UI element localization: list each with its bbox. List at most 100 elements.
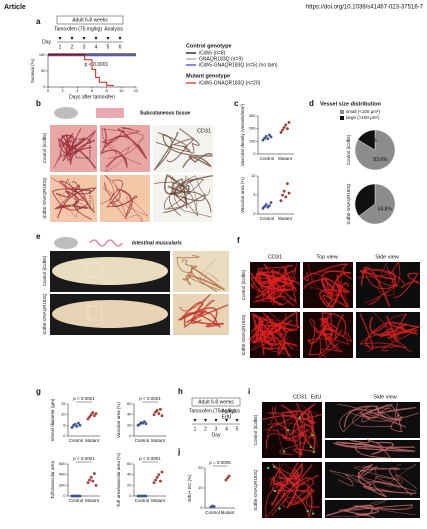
day-title: Day [42, 39, 51, 45]
timeline-title: Adult 6-8 weeks [198, 399, 234, 405]
day-label: 1 [194, 426, 197, 432]
legend-swatch [340, 116, 344, 120]
pie-slice [357, 129, 376, 151]
image [100, 175, 150, 222]
data-point [264, 203, 268, 206]
legend-label: large (>100 µm²) [346, 115, 380, 120]
vessel [176, 254, 221, 291]
data-point [144, 422, 148, 426]
data-point [281, 128, 285, 132]
day-label: 6 [119, 44, 122, 50]
day-label: 2 [204, 426, 207, 432]
vessel [251, 315, 298, 341]
data-point [157, 473, 161, 477]
x-tick-label: 2 [62, 88, 65, 93]
x-tick-label: 10 [119, 88, 124, 93]
p-value: p = 0.0005 [209, 460, 231, 465]
data-point [286, 127, 289, 131]
vessel [360, 266, 406, 290]
stain-label: CD31 [268, 254, 282, 260]
vessel [179, 293, 215, 317]
tissue-label: Intestinal muscularis [132, 240, 182, 246]
y-tick-label: 40 [127, 412, 132, 417]
vessel [250, 263, 297, 292]
data-point [268, 204, 271, 208]
y-tick-label: 0 [129, 493, 132, 498]
category-label: Mutant [278, 156, 293, 161]
y-tick-label: 0 [43, 84, 46, 89]
vessel [181, 258, 218, 293]
timeline-edu: EdU [222, 414, 232, 420]
data-point [89, 413, 93, 417]
data-point [73, 422, 77, 426]
tissue [52, 300, 168, 328]
data-point [86, 417, 90, 421]
p-value: p < 0.0001 [139, 456, 161, 461]
data-point [94, 483, 98, 487]
arrow [70, 37, 74, 40]
vessel [255, 321, 292, 358]
vessel [155, 128, 200, 154]
y-tick-label: 400 [59, 472, 66, 477]
y-tick-label: 60 [127, 401, 132, 406]
data-point [266, 137, 270, 141]
category-label: Control [135, 438, 150, 443]
day-label: 5 [107, 44, 110, 50]
day-title: Day [212, 432, 221, 438]
vessel [102, 181, 127, 221]
edu-nucleus [311, 433, 314, 437]
data-point [94, 412, 98, 416]
data-point [154, 478, 158, 482]
y-tick-label: 20 [127, 422, 132, 427]
y-tick-label: 0 [129, 433, 132, 438]
value-label: 35.2% [358, 196, 373, 202]
data-point [286, 182, 289, 186]
data-point [91, 479, 95, 483]
y-axis-label: Vessel diameter (µm) [50, 398, 55, 441]
vessel [268, 276, 297, 304]
y-tick-label: 0 [63, 433, 66, 438]
category-label: Mutant [278, 216, 293, 221]
day-label: 3 [83, 44, 86, 50]
tissue [52, 257, 168, 285]
doi-link: https://doi.org/10.1038/s41467-023-37516… [306, 5, 424, 11]
data-point [261, 138, 265, 142]
x-tick-label: 8 [106, 88, 109, 93]
y-tick-label: 300 [249, 113, 256, 118]
mouse-icon [54, 237, 78, 249]
panel-label: j [177, 447, 180, 456]
zoom-box [87, 262, 103, 278]
day-label: 1 [59, 44, 62, 50]
legend-label: small (<100 µm²) [346, 109, 380, 114]
vessel [264, 403, 319, 432]
vessel [266, 270, 296, 307]
y-tick-label: 5 [253, 192, 256, 197]
timeline-treatment: Tamoxifen (75 mg/kg) [54, 26, 102, 32]
vessel [390, 402, 404, 433]
y-axis-label: Tufts/vascular area [50, 460, 55, 499]
panel-label: d [309, 99, 314, 108]
vessel [360, 404, 419, 423]
arrow [82, 37, 86, 40]
y-axis-label: Tuft area/vascular area (%) [116, 452, 121, 507]
vessel [321, 314, 344, 352]
mouse-icon [54, 107, 78, 119]
data-point [155, 475, 159, 479]
x-tick-label: 0 [47, 88, 50, 93]
arrow [193, 419, 197, 422]
category-label: Mutant [151, 498, 166, 503]
vessel [308, 311, 333, 356]
data-point [155, 409, 159, 412]
y-tick-label: 20 [127, 482, 132, 487]
vessel [183, 304, 229, 329]
value-label: 83.6% [373, 157, 388, 163]
vessel [308, 324, 334, 345]
data-point [142, 420, 146, 424]
timeline-box [56, 15, 124, 25]
data-point [226, 476, 229, 480]
row-label: iCdh5-GNAQR183Q [42, 293, 47, 334]
vessel [267, 406, 317, 439]
arrow [94, 37, 98, 40]
data-point [212, 505, 216, 508]
chart-title: Vessel size distribution [320, 101, 381, 107]
